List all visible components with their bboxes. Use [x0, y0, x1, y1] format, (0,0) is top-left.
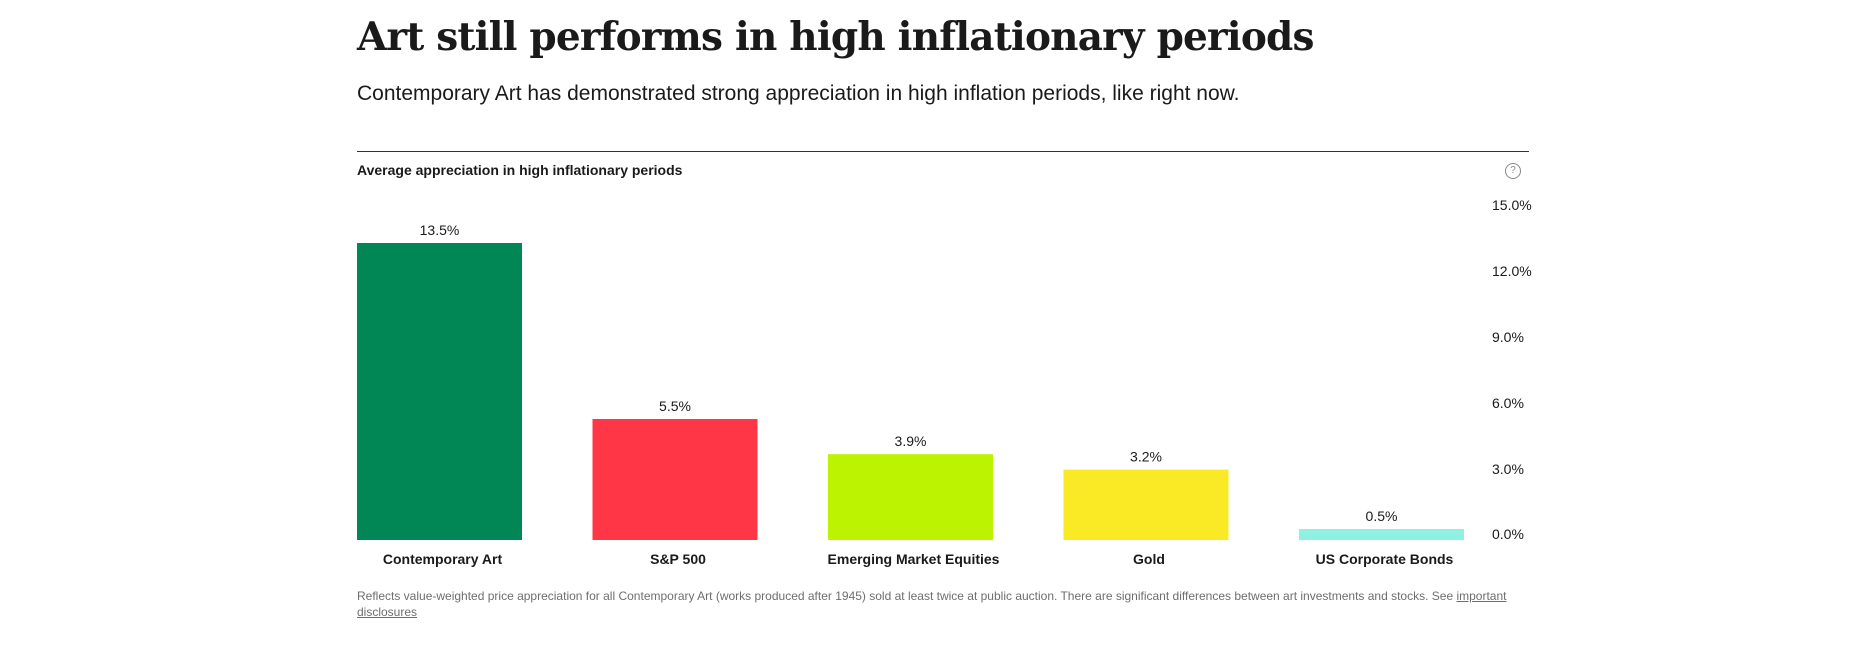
page-title: Art still performs in high inflationary …	[357, 14, 1314, 60]
section-divider	[357, 151, 1529, 152]
category-label: Emerging Market Equities	[828, 551, 1000, 567]
page-subtitle: Contemporary Art has demonstrated strong…	[357, 82, 1240, 105]
y-tick-label: 0.0%	[1492, 526, 1524, 542]
bar-value-label: 0.5%	[1366, 508, 1398, 524]
bar-value-label: 3.9%	[895, 433, 927, 449]
y-tick-label: 15.0%	[1492, 197, 1532, 213]
footnote-text: Reflects value-weighted price appreciati…	[357, 589, 1457, 603]
bar-value-label: 3.2%	[1130, 449, 1162, 465]
bar-5[interactable]	[1299, 529, 1464, 540]
y-tick-label: 6.0%	[1492, 395, 1524, 411]
chart-title: Average appreciation in high inflationar…	[357, 162, 683, 178]
category-label: Gold	[1133, 551, 1165, 567]
bar-1[interactable]	[357, 243, 522, 540]
bar-value-label: 13.5%	[420, 222, 460, 238]
bar-3[interactable]	[828, 454, 993, 540]
y-tick-label: 9.0%	[1492, 329, 1524, 345]
category-label: US Corporate Bonds	[1316, 551, 1454, 567]
category-label: Contemporary Art	[383, 551, 503, 567]
question-circle-icon[interactable]: ?	[1505, 163, 1521, 179]
bar-chart: 13.5% Contemporary Art 5.5% S&P 500 3.9% Emer…	[357, 197, 1532, 567]
bar-2[interactable]	[592, 419, 758, 540]
important-disclosures-link[interactable]: important disclosures	[357, 589, 1507, 619]
footnote: Reflects value-weighted price appreciati…	[357, 588, 1557, 620]
bar-value-label: 5.5%	[659, 398, 691, 414]
y-tick-label: 3.0%	[1492, 461, 1524, 477]
category-label: S&P 500	[650, 551, 706, 567]
y-tick-label: 12.0%	[1492, 263, 1532, 279]
bar-4[interactable]	[1063, 469, 1229, 540]
